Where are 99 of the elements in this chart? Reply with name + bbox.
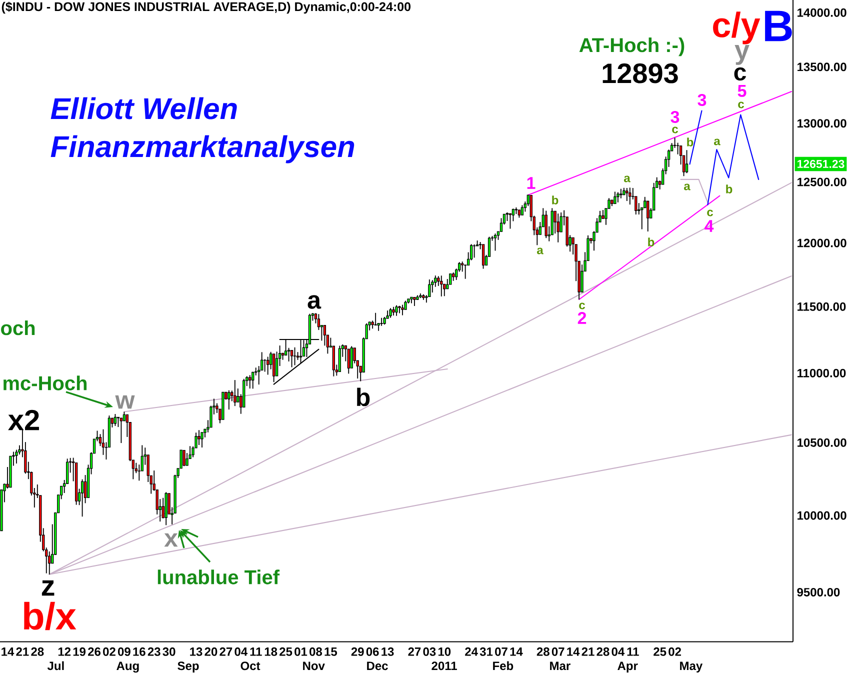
y-tick-label: 12500.00	[798, 178, 846, 186]
annotation: x2	[8, 410, 39, 430]
annotation: AT-Hoch :-)	[579, 37, 684, 56]
annotation: b	[726, 184, 732, 194]
annotation: 1	[527, 177, 536, 189]
text: Oct	[240, 662, 260, 670]
x-tick-label: 21	[16, 647, 29, 656]
x-tick-label: 06	[366, 647, 379, 656]
x-tick-label: 09	[118, 647, 130, 656]
y-tick-label: 14000.00	[798, 8, 846, 17]
text: Dec	[367, 662, 388, 670]
x-tick-label: 15	[324, 648, 338, 656]
annotation: 3	[698, 94, 706, 106]
x-tick-label: 26	[88, 647, 100, 656]
y-tick-label: 11000.00	[798, 368, 846, 378]
annotation: Elliott Wellen	[50, 97, 237, 120]
text: 2011	[432, 662, 457, 670]
annotation: Finanzmarktanalysen	[50, 135, 354, 164]
y-tick-label: 13000.00	[798, 119, 846, 128]
annotation: c	[734, 67, 746, 81]
y-tick-label: 11500.00	[798, 302, 846, 311]
x-tick-label: 04	[612, 647, 625, 656]
x-tick-label: 07	[495, 647, 508, 656]
x-tick-label: 20	[204, 647, 218, 656]
annotation: c/y	[713, 12, 760, 44]
x-tick-label: 28	[31, 647, 44, 656]
x-tick-label: 12	[58, 647, 71, 656]
x-tick-label: 14	[2, 648, 14, 656]
y-tick-label: 10500.00	[798, 438, 846, 447]
chart-title: ($INDU - DOW JONES INDUSTRIAL AVERAGE,D) Dynamic,0:00-24:00	[2, 2, 410, 14]
x-tick-label: 30	[162, 647, 176, 656]
x-tick-label: 03	[423, 647, 436, 656]
x-tick-label: 25	[654, 647, 666, 656]
annotation: b	[357, 388, 370, 406]
x-tick-label: 11	[627, 648, 639, 656]
x-tick-label: 16	[133, 647, 146, 656]
annotation: c	[707, 210, 713, 216]
x-tick-label: 14	[567, 648, 580, 656]
text: Sep	[178, 662, 199, 672]
x-tick-label: 19	[73, 647, 86, 656]
x-tick-label: 04	[234, 647, 248, 656]
annotation: c	[672, 126, 678, 134]
annotation: 3	[670, 110, 680, 124]
annotation: lunablue Tief	[158, 570, 280, 584]
x-tick-label: 13	[190, 647, 202, 656]
x-tick-label: 28	[596, 647, 610, 656]
annotation: 4	[704, 220, 714, 232]
x-tick-label: 28	[536, 647, 550, 656]
text: May	[680, 662, 703, 672]
text: Jul	[47, 661, 64, 670]
y-tick-label: 10000.00	[798, 511, 846, 520]
x-tick-label: 10	[438, 647, 451, 656]
x-tick-label: 01	[294, 647, 308, 656]
x-tick-label: 27	[220, 647, 232, 656]
x-tick-label: 23	[148, 647, 160, 656]
annotation: a	[537, 248, 544, 254]
x-tick-label: 14	[510, 648, 523, 656]
annotation: b	[648, 238, 654, 246]
text: 12651.23	[798, 160, 844, 168]
x-tick-label: 02	[668, 647, 681, 656]
annotation: mc-Hoch	[4, 376, 87, 390]
annotation: b/x	[24, 602, 76, 630]
annotation: b	[552, 196, 558, 204]
x-tick-label: 21	[582, 647, 594, 656]
x-tick-label: 18	[264, 647, 278, 656]
annotation: och	[1, 320, 35, 336]
text: Aug	[116, 662, 139, 673]
x-tick-label: 31	[480, 647, 493, 656]
x-tick-label: 08	[310, 647, 322, 656]
x-tick-label: 07	[552, 647, 564, 656]
y-tick-label: 13500.00	[798, 62, 846, 72]
annotation: w	[115, 395, 135, 409]
y-tick-label: 12000.00	[798, 238, 846, 248]
annotation: a	[624, 176, 630, 182]
x-tick-label: 11	[250, 648, 262, 656]
annotation: z	[42, 580, 54, 596]
annotation: a	[714, 138, 720, 146]
annotation: a	[684, 184, 690, 190]
annotation: 5	[738, 85, 746, 97]
text: Nov	[303, 662, 325, 670]
x-tick-label: 27	[408, 647, 421, 656]
annotation: a	[308, 295, 322, 309]
text: Feb	[493, 661, 514, 670]
text: Apr	[618, 662, 638, 672]
text: Mar	[550, 662, 570, 670]
annotation: c	[738, 102, 744, 108]
x-tick-label: 25	[280, 647, 292, 656]
x-tick-label: 24	[465, 647, 478, 656]
y-tick-label: 9500.00	[797, 588, 840, 596]
x-tick-label: 13	[382, 647, 394, 656]
x-tick-label: 02	[103, 647, 116, 656]
annotation: c	[579, 302, 585, 310]
annotation: y	[734, 45, 750, 65]
x-tick-label: 29	[351, 647, 364, 656]
annotation: b	[687, 138, 694, 146]
annotation: 12893	[602, 63, 678, 84]
annotation: 2	[578, 312, 586, 324]
annotation: x	[164, 533, 178, 547]
annotation: B	[765, 10, 792, 42]
